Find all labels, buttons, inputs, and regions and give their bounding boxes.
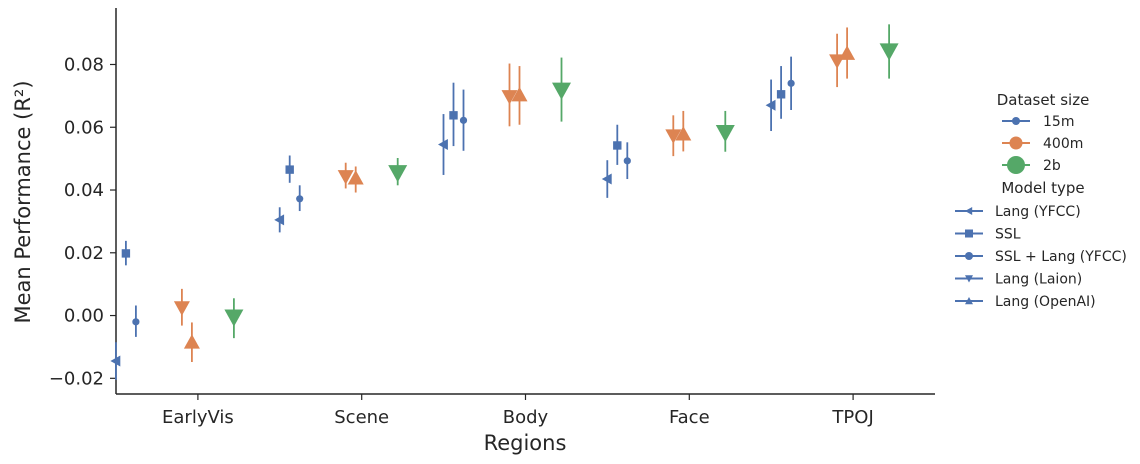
- legend-style-title: Model type: [1001, 179, 1084, 197]
- data-point: [274, 214, 285, 226]
- legend-hue-marker: [1012, 117, 1020, 125]
- y-tick-label: 0.02: [64, 243, 104, 264]
- data-point: [337, 170, 354, 185]
- y-tick-label: 0.00: [64, 306, 104, 327]
- data-point: [449, 111, 458, 120]
- x-tick-label: Body: [503, 407, 549, 428]
- data-point: [765, 99, 776, 111]
- data-point: [132, 318, 140, 326]
- legend-style-label: SSL: [995, 227, 1021, 243]
- data-point: [347, 170, 364, 185]
- y-tick-label: 0.06: [64, 117, 104, 138]
- data-point: [459, 116, 468, 124]
- data-point: [776, 90, 786, 99]
- legend-hue-label: 400m: [1043, 136, 1083, 152]
- legend-style-marker: [965, 207, 973, 215]
- legend-style-marker: [965, 252, 973, 260]
- data-point: [388, 165, 408, 183]
- data-marks: [110, 24, 899, 380]
- data-point: [296, 195, 304, 203]
- y-tick-label: −0.02: [49, 368, 104, 389]
- x-tick-label: Scene: [334, 407, 389, 428]
- data-point: [285, 165, 294, 174]
- y-tick-label: 0.04: [64, 180, 104, 201]
- data-point: [110, 355, 121, 367]
- data-point: [173, 301, 190, 316]
- data-point: [665, 129, 682, 144]
- legend-hue-label: 15m: [1043, 114, 1074, 130]
- legend-style-label: Lang (Laion): [995, 272, 1082, 288]
- data-point: [183, 334, 200, 349]
- x-tick-label: EarlyVis: [162, 407, 234, 428]
- legend-style-marker: [965, 297, 973, 305]
- data-point: [613, 141, 622, 150]
- x-tick-label: TPOJ: [831, 407, 873, 428]
- data-point: [438, 139, 448, 151]
- data-point: [839, 45, 856, 60]
- y-axis-title: Mean Performance (R²): [11, 80, 35, 323]
- y-ticks: −0.02 0.00 0.02 0.04 0.06 0.08: [49, 54, 116, 389]
- legend-style-label: SSL + Lang (YFCC): [995, 249, 1127, 265]
- data-point: [601, 173, 612, 185]
- legend: Dataset size Model type 15m 400m 2b Lang (Y…: [955, 91, 1127, 310]
- legend-style-marker: [965, 275, 973, 283]
- data-point: [511, 86, 528, 102]
- data-point: [501, 90, 518, 105]
- data-point: [552, 82, 571, 100]
- x-tick-label: Face: [669, 407, 710, 428]
- legend-hue-marker: [1007, 156, 1025, 174]
- data-point: [879, 43, 899, 61]
- axes: [115, 8, 935, 395]
- legend-style-label: Lang (YFCC): [995, 204, 1081, 220]
- x-ticks: EarlyVis Scene Body Face TPOJ: [162, 394, 874, 428]
- legend-style-label: Lang (OpenAI): [995, 294, 1096, 310]
- legend-hue-label: 2b: [1043, 158, 1061, 174]
- legend-hue-title: Dataset size: [997, 91, 1090, 109]
- data-point: [224, 309, 244, 327]
- data-point: [121, 249, 131, 258]
- x-axis-title: Regions: [484, 431, 567, 455]
- legend-hue-marker: [1009, 136, 1023, 150]
- data-point: [675, 126, 692, 141]
- y-tick-label: 0.08: [64, 54, 104, 75]
- data-point: [623, 157, 631, 165]
- data-point: [787, 79, 795, 87]
- data-point: [715, 124, 735, 143]
- legend-style-marker: [965, 229, 973, 238]
